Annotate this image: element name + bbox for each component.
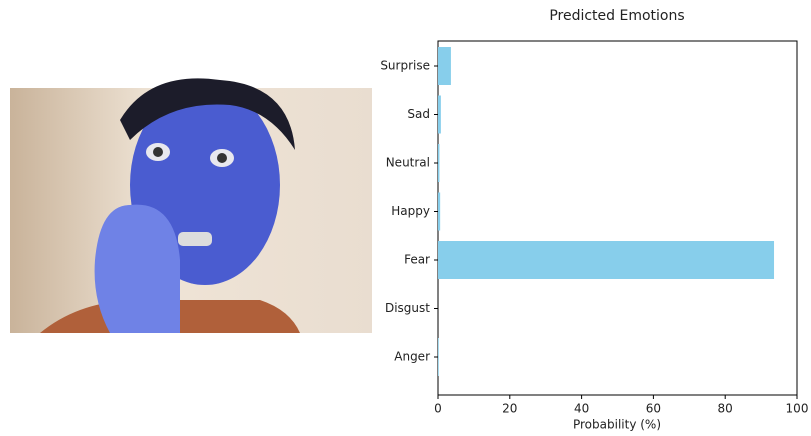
photo bbox=[10, 78, 372, 333]
y-tick-label: Happy bbox=[391, 204, 430, 218]
x-tick-label: 20 bbox=[502, 402, 517, 416]
bar bbox=[438, 241, 774, 279]
y-tick-label: Neutral bbox=[386, 156, 430, 170]
x-tick-label: 40 bbox=[574, 402, 589, 416]
bar bbox=[438, 96, 441, 134]
y-tick-label: Surprise bbox=[380, 59, 430, 73]
bar bbox=[438, 144, 439, 182]
chart-title: Predicted Emotions bbox=[549, 8, 684, 24]
x-tick-label: 60 bbox=[646, 402, 661, 416]
x-tick-label: 0 bbox=[434, 402, 442, 416]
bar bbox=[438, 47, 451, 85]
y-tick-label: Anger bbox=[394, 350, 430, 364]
chart: Predicted Emotions Probability (%) 0 20 40… bbox=[0, 0, 811, 436]
x-tick-label: 100 bbox=[786, 402, 809, 416]
plot-frame bbox=[438, 41, 797, 395]
y-tick-label: Disgust bbox=[385, 301, 430, 315]
x-tick-label: 80 bbox=[718, 402, 733, 416]
y-tick-label: Fear bbox=[404, 253, 430, 267]
y-tick-label: Sad bbox=[407, 107, 430, 121]
bar bbox=[438, 338, 439, 376]
bar bbox=[438, 193, 440, 231]
page: Predicted Emotions Probability (%) 0 20 40… bbox=[0, 0, 811, 436]
x-axis-label: Probability (%) bbox=[573, 418, 661, 432]
